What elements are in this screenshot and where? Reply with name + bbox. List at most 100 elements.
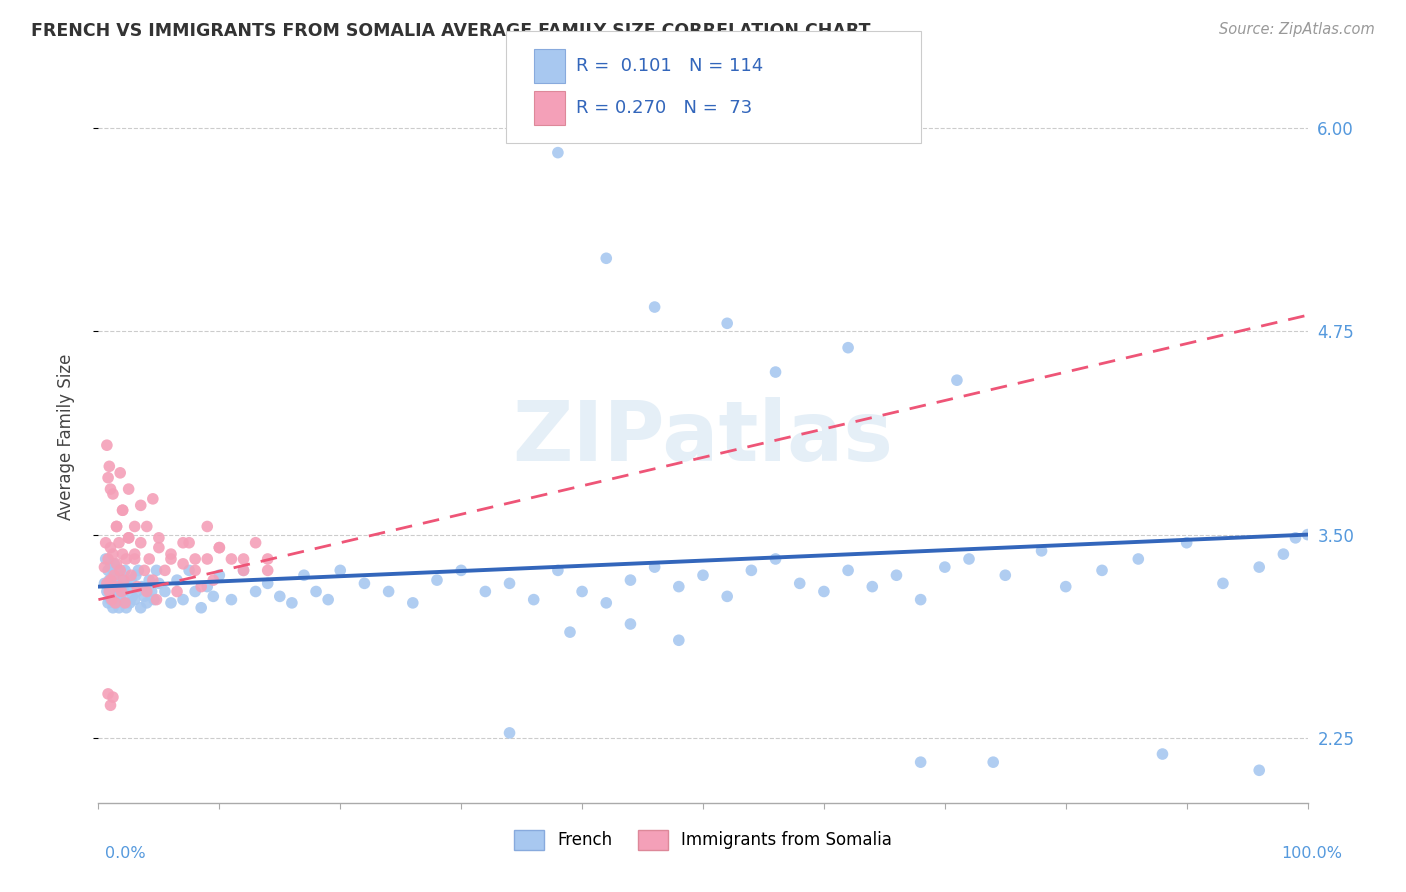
Point: [860, 580, 883, 594]
Point: [97, 596, 120, 610]
Text: Source: ZipAtlas.com: Source: ZipAtlas.com: [1219, 22, 1375, 37]
Point: [98, 459, 121, 474]
Point: [208, 541, 231, 555]
Point: [118, 596, 141, 610]
Point: [105, 557, 128, 571]
Point: [129, 600, 152, 615]
Point: [571, 584, 593, 599]
Point: [221, 552, 243, 566]
Point: [96, 584, 118, 599]
Point: [232, 563, 254, 577]
Point: [153, 584, 176, 599]
Point: [97, 687, 120, 701]
Point: [813, 584, 835, 599]
Point: [190, 580, 212, 594]
Point: [108, 563, 131, 577]
Point: [402, 596, 425, 610]
Point: [316, 592, 339, 607]
Point: [716, 590, 738, 604]
Point: [184, 563, 207, 577]
Point: [100, 560, 122, 574]
Point: [547, 563, 569, 577]
Point: [118, 531, 141, 545]
Point: [124, 592, 146, 607]
Point: [208, 541, 231, 555]
Point: [141, 584, 163, 599]
Point: [118, 531, 141, 545]
Point: [148, 541, 170, 555]
Point: [125, 568, 148, 582]
Point: [981, 755, 1004, 769]
Point: [111, 596, 134, 610]
Point: [115, 552, 138, 566]
Point: [256, 563, 278, 577]
Point: [195, 552, 218, 566]
Point: [450, 563, 472, 577]
Point: [142, 491, 165, 506]
Point: [98, 573, 121, 587]
Point: [94, 552, 117, 566]
Point: [474, 584, 496, 599]
Point: [160, 596, 183, 610]
Point: [148, 531, 170, 545]
Point: [100, 698, 122, 713]
Point: [142, 573, 165, 587]
Point: [547, 145, 569, 160]
Point: [111, 503, 134, 517]
Point: [195, 580, 218, 594]
Point: [111, 503, 134, 517]
Point: [1272, 547, 1295, 561]
Point: [127, 584, 149, 599]
Point: [112, 584, 135, 599]
Point: [129, 535, 152, 549]
Point: [765, 552, 787, 566]
Point: [353, 576, 375, 591]
Point: [96, 438, 118, 452]
Point: [101, 547, 124, 561]
Point: [111, 547, 134, 561]
Point: [108, 580, 131, 594]
Point: [426, 573, 449, 587]
Point: [100, 573, 122, 587]
Point: [105, 584, 128, 599]
Text: 100.0%: 100.0%: [1282, 847, 1343, 861]
Point: [101, 690, 124, 705]
Point: [108, 466, 131, 480]
Point: [131, 580, 153, 594]
Point: [124, 552, 146, 566]
Point: [94, 535, 117, 549]
Point: [523, 592, 546, 607]
Point: [101, 600, 124, 615]
Point: [124, 547, 146, 561]
Point: [765, 365, 787, 379]
Point: [110, 584, 132, 599]
Point: [135, 584, 157, 599]
Point: [114, 596, 136, 610]
Point: [1031, 544, 1053, 558]
Point: [644, 300, 666, 314]
Point: [172, 557, 194, 571]
Point: [105, 576, 128, 591]
Point: [1212, 576, 1234, 591]
Point: [120, 568, 142, 582]
Point: [245, 535, 267, 549]
Point: [946, 373, 969, 387]
Point: [377, 584, 399, 599]
Point: [1296, 527, 1319, 541]
Point: [111, 573, 134, 587]
Text: R =  0.101   N = 114: R = 0.101 N = 114: [576, 57, 763, 75]
Point: [184, 584, 207, 599]
Point: [1249, 560, 1271, 574]
Point: [172, 592, 194, 607]
Point: [668, 580, 690, 594]
Point: [910, 755, 932, 769]
Point: [114, 563, 136, 577]
Point: [108, 535, 131, 549]
Point: [644, 560, 666, 574]
Point: [292, 568, 315, 582]
Point: [100, 541, 122, 555]
Point: [281, 596, 304, 610]
Point: [1175, 535, 1198, 549]
Point: [134, 563, 156, 577]
Point: [668, 633, 690, 648]
